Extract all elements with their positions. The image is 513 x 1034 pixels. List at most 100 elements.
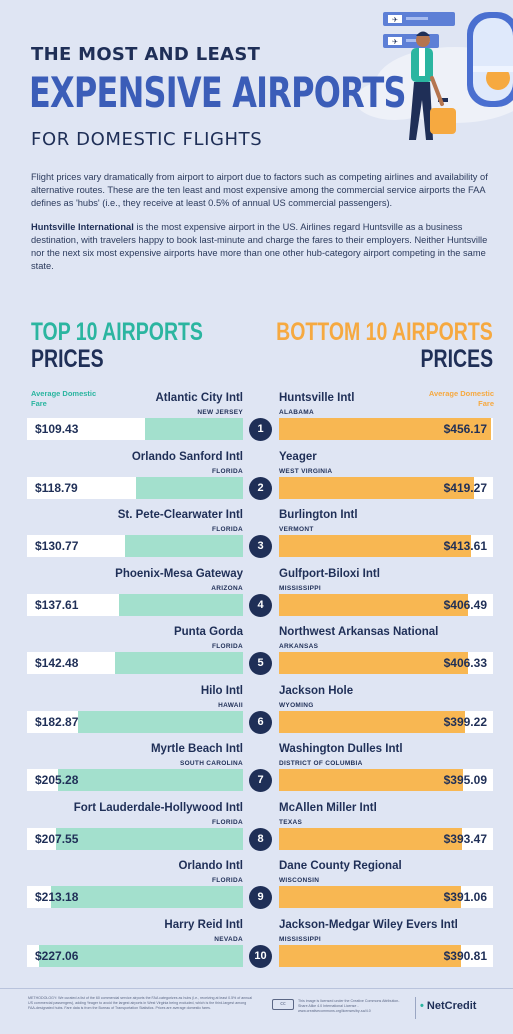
top-bar-value: $109.43	[35, 422, 79, 436]
top-bar-value: $182.87	[35, 714, 79, 729]
top-airport-name: Harry Reid Intl	[164, 918, 243, 931]
intro-paragraph-1: Flight prices vary dramatically from air…	[31, 172, 488, 209]
bottom-airport-name: Gulfport-Biloxi Intl	[279, 567, 380, 580]
bottom-bar	[279, 652, 468, 674]
bottom-bar-value: $406.49	[443, 597, 487, 612]
chart-row: Punta Gorda FLORIDA $142.48 5 Northwest Arka…	[0, 626, 513, 684]
footer: METHODOLOGY: We curated a list of the 60…	[0, 988, 513, 1034]
rank-badge: 3	[249, 535, 272, 558]
top-airport-name: Atlantic City Intl	[155, 392, 243, 404]
intro-highlight: Huntsville International	[31, 221, 134, 232]
bottom-bar-value: $406.33	[443, 656, 487, 670]
bottom-airport-state: WISCONSIN	[279, 877, 320, 884]
bottom-bar-track: $419.27	[279, 476, 493, 499]
bottom-bar-track: $406.33	[279, 652, 493, 674]
top-bar	[58, 769, 243, 791]
bottom-bar	[279, 827, 462, 850]
top-bar-value: $130.77	[35, 539, 79, 553]
top-bar-track: $205.28	[27, 769, 243, 791]
top-bar-track: $207.55	[27, 827, 243, 850]
header: ✈ ✈ THE MOST AND LEAST EXPENSIVE AIRPORT…	[0, 0, 513, 160]
top-bar	[51, 886, 243, 908]
bottom-bar	[279, 593, 468, 616]
netcredit-logo: • NetCredit	[420, 1000, 476, 1012]
intro-text: Flight prices vary dramatically from air…	[31, 171, 491, 283]
top-bar-track: $109.43	[27, 418, 243, 440]
bottom-airport-state: ARKANSAS	[279, 643, 319, 650]
top-bar-track: $182.87	[27, 710, 243, 733]
logo-mark-icon: •	[420, 1000, 424, 1012]
chart-row: Orlando Sanford Intl FLORIDA $118.79 2 Yeage…	[0, 451, 513, 509]
license-note: This image is licensed under the Creativ…	[298, 999, 400, 1013]
svg-text:✈: ✈	[392, 38, 398, 46]
bottom-bar-track: $390.81	[279, 944, 493, 967]
top-bar-track: $142.48	[27, 652, 243, 674]
bottom-airport-state: WEST VIRGINIA	[279, 467, 333, 475]
top-bar	[56, 827, 243, 850]
rank-badge: 6	[249, 710, 272, 734]
top-bar-track: $137.61	[27, 593, 243, 616]
bottom-bar	[279, 886, 461, 908]
title-line2: EXPENSIVE AIRPORTS	[29, 68, 406, 117]
title-line1: THE MOST AND LEAST	[31, 44, 261, 65]
bottom-bar	[279, 476, 474, 499]
bottom-bar-value: $399.22	[443, 714, 487, 729]
bottom-airport-state: MISSISSIPPI	[279, 584, 321, 592]
top-bar	[145, 418, 243, 440]
left-section-title: TOP 10 AIRPORTS	[31, 318, 203, 346]
left-section-subtitle: PRICES	[31, 345, 104, 373]
intro-paragraph-2: Huntsville International is the most exp…	[31, 221, 491, 274]
right-section-title: BOTTOM 10 AIRPORTS	[276, 318, 493, 346]
top-airport-name: Hilo Intl	[200, 684, 243, 697]
bottom-bar-value: $391.06	[443, 890, 487, 904]
bottom-bar	[279, 418, 491, 440]
top-airport-name: Orlando Sanford Intl	[131, 450, 243, 463]
bottom-airport-name: Jackson-Medgar Wiley Evers Intl	[279, 918, 458, 931]
top-bar-value: $118.79	[35, 480, 78, 495]
bottom-airport-name: Dane County Regional	[279, 860, 402, 872]
rank-badge: 4	[249, 593, 272, 617]
top-bar-track: $118.79	[27, 476, 243, 499]
top-airport-state: HAWAII	[218, 701, 243, 709]
top-bar-value: $137.61	[35, 597, 79, 612]
top-airport-name: Punta Gorda	[173, 626, 243, 638]
bottom-bar	[279, 710, 465, 733]
bottom-bar-value: $390.81	[443, 948, 487, 963]
intro-paragraph-2-rest: is the most expensive airport in the US.…	[31, 221, 488, 272]
chart-row: Phoenix-Mesa Gateway ARIZONA $137.61 4 Gulfp…	[0, 568, 513, 626]
top-bar-track: $227.06	[27, 944, 243, 967]
bottom-bar-track: $393.47	[279, 827, 493, 850]
top-airport-name: St. Pete-Clearwater Intl	[117, 509, 243, 521]
bottom-bar-track: $395.09	[279, 769, 493, 791]
bottom-airport-state: MISSISSIPPI	[279, 935, 321, 943]
bottom-airport-name: Burlington Intl	[279, 509, 358, 521]
top-bar	[78, 710, 243, 733]
top-airport-state: NEW JERSEY	[197, 409, 243, 416]
bottom-airport-state: VERMONT	[279, 526, 314, 533]
bottom-airport-name: Yeager	[279, 450, 317, 463]
title-line3: FOR DOMESTIC FLIGHTS	[31, 129, 263, 150]
top-bar	[119, 593, 243, 616]
top-airport-name: Orlando Intl	[178, 860, 243, 872]
bottom-airport-name: Northwest Arkansas National	[279, 626, 439, 638]
bottom-airport-name: Huntsville Intl	[279, 392, 355, 404]
bottom-bar-value: $419.27	[443, 480, 487, 495]
chart-row: Hilo Intl HAWAII $182.87 6 Jackson Hole WYOMI…	[0, 685, 513, 743]
chart-row: Fort Lauderdale-Hollywood Intl FLORIDA $20…	[0, 802, 513, 860]
traveler-icon	[409, 31, 456, 140]
top-bar-value: $207.55	[35, 831, 79, 846]
rank-badge: 1	[249, 418, 272, 441]
svg-text:✈: ✈	[392, 16, 398, 24]
bottom-bar-value: $393.47	[443, 831, 487, 846]
top-bar-value: $205.28	[35, 773, 79, 787]
bottom-airport-state: ALABAMA	[279, 409, 314, 416]
top-bar-value: $227.06	[35, 948, 79, 963]
bottom-airport-state: WYOMING	[279, 701, 314, 709]
top-airport-name: Phoenix-Mesa Gateway	[115, 567, 243, 580]
chart-row: St. Pete-Clearwater Intl FLORIDA $130.77 3 B…	[0, 509, 513, 567]
footer-divider	[415, 997, 416, 1019]
rank-badge: 10	[249, 944, 272, 968]
bottom-airport-name: McAllen Miller Intl	[279, 801, 377, 814]
top-airport-name: Myrtle Beach Intl	[150, 743, 243, 755]
bottom-bar	[279, 535, 471, 557]
